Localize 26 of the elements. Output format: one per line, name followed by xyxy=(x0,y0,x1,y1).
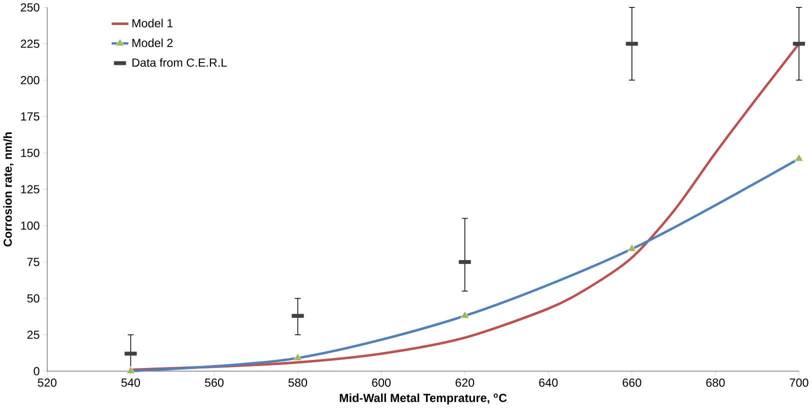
y-tick-label: 175 xyxy=(21,112,40,121)
x-axis-title: Mid-Wall Metal Temprature, $^{o}$C xyxy=(340,394,507,405)
x-tick-label: 540 xyxy=(121,378,140,387)
x-tick-label: 580 xyxy=(288,378,308,387)
x-tick-label: 560 xyxy=(204,378,224,387)
y-tick-label: 225 xyxy=(20,40,40,48)
y-tick-label: 250 xyxy=(20,3,40,12)
y-tick-label: 100 xyxy=(21,222,40,230)
x-tick-label: 640 xyxy=(539,378,558,387)
x-tick-label: 660 xyxy=(622,378,642,387)
y-axis-title: Corrosion rate, nm/h xyxy=(3,132,14,247)
y-tick-label: 125 xyxy=(21,185,40,194)
y-tick-label: 0 xyxy=(34,367,40,376)
x-tick-label: 620 xyxy=(456,378,474,387)
x-tick-label: 700 xyxy=(790,378,808,387)
x-tick-label: 600 xyxy=(372,378,391,387)
y-tick-label: 50 xyxy=(27,294,40,303)
y-tick-label: 150 xyxy=(21,148,40,158)
x-tick-label: 680 xyxy=(706,378,725,387)
y-tick-label: 75 xyxy=(27,258,40,266)
y-tick-label: 200 xyxy=(20,76,40,84)
legend-label: Data from C.E.R.L xyxy=(132,58,227,67)
y-tick-label: 25 xyxy=(27,330,40,340)
legend-label: Model 2 xyxy=(132,38,173,48)
legend-label: Model 1 xyxy=(132,18,173,28)
x-tick-label: 520 xyxy=(38,378,56,387)
